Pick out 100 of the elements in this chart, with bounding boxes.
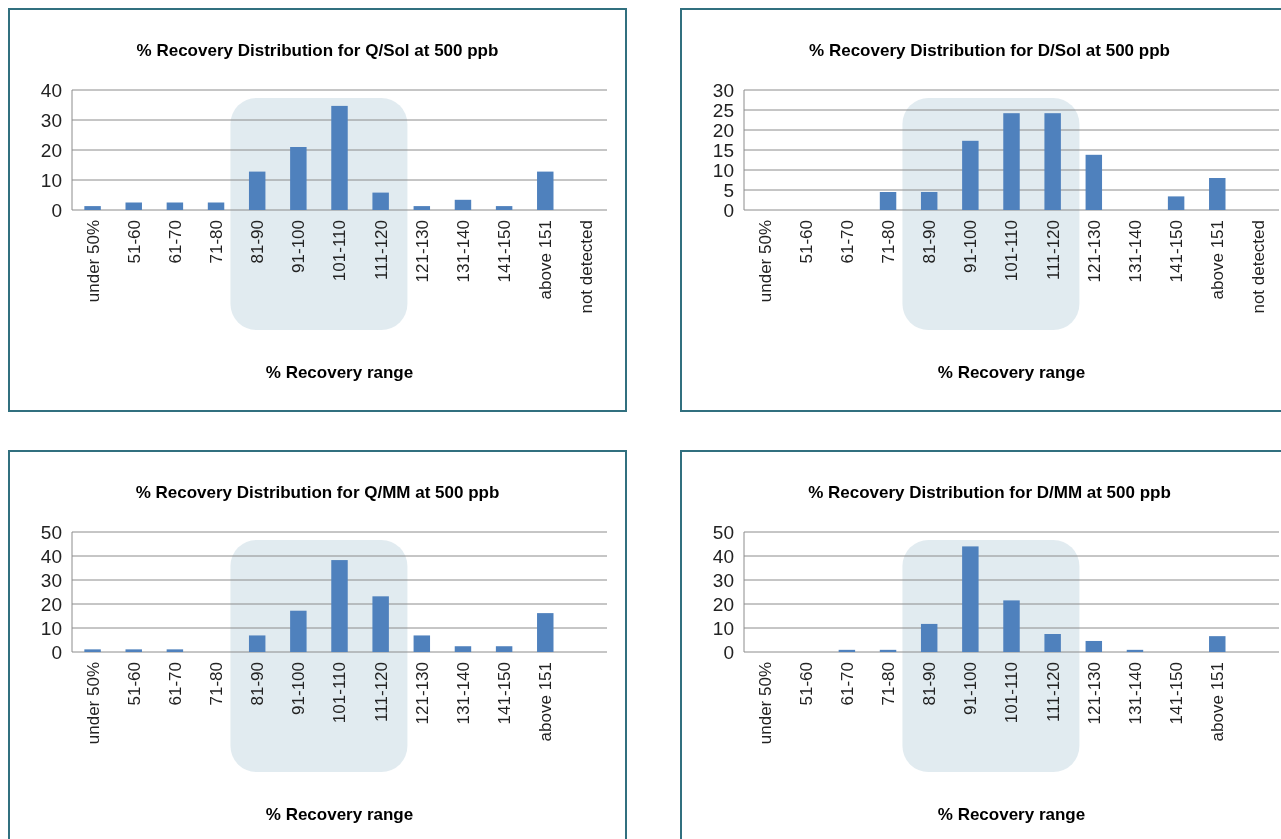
bar bbox=[1044, 113, 1061, 210]
x-tick-label: 101-110 bbox=[1002, 220, 1022, 282]
chart-title: % Recovery Distribution for D/MM at 500 ppb bbox=[808, 483, 1171, 502]
x-tick-label: under 50% bbox=[755, 662, 775, 745]
bar bbox=[372, 596, 389, 652]
x-tick-label: 141-150 bbox=[495, 220, 515, 283]
bar bbox=[1003, 600, 1020, 652]
bar bbox=[962, 140, 979, 210]
x-tick-label: 111-120 bbox=[371, 662, 391, 722]
y-tick-label: 0 bbox=[51, 199, 62, 221]
x-tick-label: 61-70 bbox=[837, 662, 857, 706]
x-tick-label: under 50% bbox=[83, 220, 103, 303]
y-tick-label: 0 bbox=[51, 641, 62, 663]
y-tick-label: 30 bbox=[712, 569, 734, 591]
bar bbox=[495, 206, 513, 210]
y-tick-label: 10 bbox=[712, 617, 734, 639]
bar bbox=[413, 635, 431, 652]
y-tick-label: 0 bbox=[723, 199, 734, 221]
x-tick-label: 51-60 bbox=[796, 662, 816, 706]
x-tick-label: 51-60 bbox=[796, 220, 816, 264]
x-tick-label: 71-80 bbox=[206, 220, 226, 264]
y-tick-label: 20 bbox=[40, 139, 62, 161]
x-tick-label: 121-130 bbox=[1084, 220, 1104, 283]
y-tick-label: 50 bbox=[40, 521, 62, 543]
bar bbox=[413, 206, 431, 210]
y-tick-label: 30 bbox=[40, 569, 62, 591]
bar bbox=[920, 192, 938, 210]
y-tick-label: 30 bbox=[712, 79, 734, 101]
bar bbox=[84, 649, 101, 652]
y-tick-label: 0 bbox=[723, 641, 734, 663]
x-tick-label: 51-60 bbox=[124, 220, 144, 264]
chart-title: % Recovery Distribution for D/Sol at 500 ppb bbox=[809, 41, 1170, 60]
x-tick-label: 101-110 bbox=[330, 220, 350, 282]
bar bbox=[962, 546, 979, 652]
x-tick-label: 111-120 bbox=[1043, 220, 1063, 280]
bar bbox=[166, 202, 184, 210]
x-tick-label: 121-130 bbox=[1084, 662, 1104, 725]
x-tick-label: above 151 bbox=[536, 220, 556, 300]
x-tick-label: 91-100 bbox=[961, 662, 981, 715]
y-tick-label: 40 bbox=[40, 545, 62, 567]
bar bbox=[372, 192, 389, 210]
y-tick-label: 15 bbox=[712, 139, 734, 161]
bar bbox=[495, 646, 513, 652]
x-tick-label: 51-60 bbox=[124, 662, 144, 706]
x-tick-label: 81-90 bbox=[248, 220, 268, 264]
x-tick-label: 101-110 bbox=[330, 662, 350, 724]
x-tick-label: 61-70 bbox=[837, 220, 857, 264]
x-tick-label: 131-140 bbox=[453, 220, 473, 283]
x-tick-label: 91-100 bbox=[289, 662, 309, 715]
bar bbox=[1044, 634, 1061, 652]
x-tick-label: 141-150 bbox=[1167, 662, 1187, 725]
y-tick-label: 40 bbox=[40, 79, 62, 101]
y-tick-label: 20 bbox=[712, 119, 734, 141]
bar bbox=[248, 171, 266, 210]
bar bbox=[920, 623, 938, 652]
x-tick-label: not detected bbox=[577, 220, 597, 314]
x-axis-title: % Recovery range bbox=[265, 805, 414, 824]
y-tick-label: 40 bbox=[712, 545, 734, 567]
y-tick-label: 20 bbox=[40, 593, 62, 615]
x-tick-label: 111-120 bbox=[371, 220, 391, 280]
bar bbox=[1209, 636, 1226, 652]
bar bbox=[1085, 154, 1103, 210]
y-tick-label: 10 bbox=[40, 169, 62, 191]
chart-title: % Recovery Distribution for Q/MM at 500 ppb bbox=[135, 483, 500, 502]
bar bbox=[454, 646, 472, 652]
bar bbox=[1003, 113, 1020, 210]
x-tick-label: 61-70 bbox=[165, 220, 185, 264]
bar bbox=[290, 610, 307, 652]
x-tick-label: 111-120 bbox=[1043, 662, 1063, 722]
y-tick-label: 50 bbox=[712, 521, 734, 543]
x-tick-label: 81-90 bbox=[920, 220, 940, 264]
x-tick-label: 71-80 bbox=[878, 220, 898, 264]
y-tick-label: 10 bbox=[40, 617, 62, 639]
bar bbox=[1167, 196, 1185, 210]
y-tick-label: 5 bbox=[723, 179, 734, 201]
x-tick-label: not detected bbox=[1249, 220, 1269, 314]
bar bbox=[290, 147, 307, 210]
x-tick-label: above 151 bbox=[1208, 662, 1228, 742]
y-tick-label: 10 bbox=[712, 159, 734, 181]
chart-title: % Recovery Distribution for Q/Sol at 500 ppb bbox=[136, 41, 499, 60]
x-tick-label: 121-130 bbox=[412, 662, 432, 725]
x-tick-label: 131-140 bbox=[1125, 220, 1145, 283]
x-tick-label: 71-80 bbox=[206, 662, 226, 706]
x-tick-label: 61-70 bbox=[165, 662, 185, 706]
bar bbox=[84, 206, 101, 210]
bar bbox=[166, 649, 184, 652]
x-tick-label: under 50% bbox=[755, 220, 775, 303]
bar bbox=[331, 105, 348, 210]
x-tick-label: 71-80 bbox=[878, 662, 898, 706]
bar bbox=[331, 560, 348, 652]
x-tick-label: 81-90 bbox=[920, 662, 940, 706]
bar bbox=[207, 202, 225, 210]
x-tick-label: above 151 bbox=[1208, 220, 1228, 300]
y-tick-label: 20 bbox=[712, 593, 734, 615]
bar bbox=[879, 192, 897, 210]
bar bbox=[1085, 640, 1103, 652]
y-tick-label: 25 bbox=[712, 99, 734, 121]
x-axis-title: % Recovery range bbox=[265, 363, 414, 382]
x-tick-label: 141-150 bbox=[1167, 220, 1187, 283]
x-tick-label: 141-150 bbox=[495, 662, 515, 725]
